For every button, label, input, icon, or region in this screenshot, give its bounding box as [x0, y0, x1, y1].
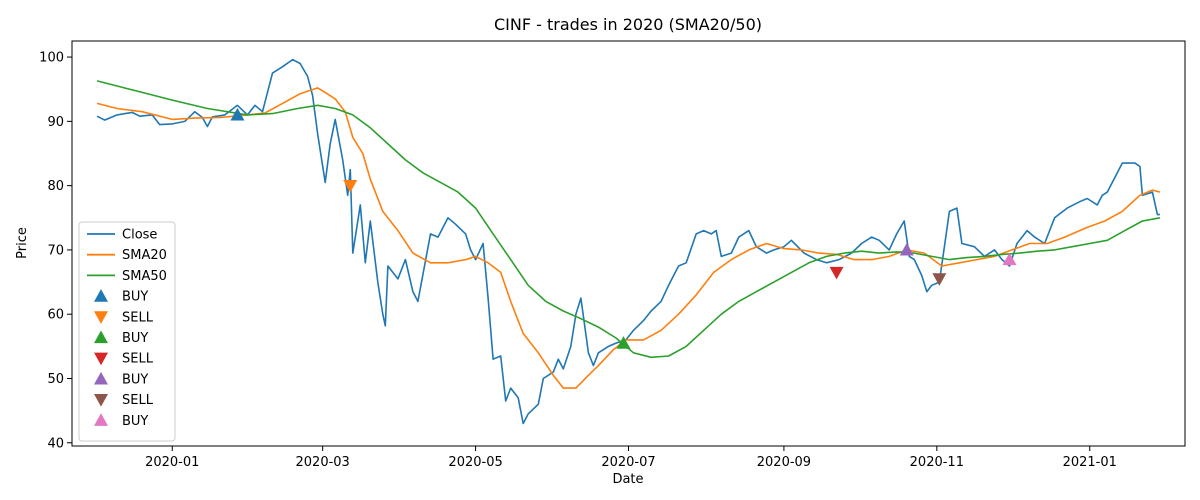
legend-label: SMA20 [122, 248, 167, 263]
x-axis-label: Date [612, 472, 643, 487]
legend-label: SELL [122, 352, 154, 367]
series-line-sma20 [96, 87, 1161, 389]
x-tick-label: 2020-01 [145, 455, 199, 470]
x-tick-label: 2020-05 [448, 455, 502, 470]
legend-label: BUY [122, 414, 148, 429]
legend-swatch-buy [94, 289, 108, 302]
y-tick-label: 90 [47, 115, 64, 130]
legend-label: BUY [122, 372, 148, 387]
x-tick-label: 2020-09 [757, 455, 811, 470]
trade-marker-sell-2 [343, 180, 358, 193]
plot-frame [71, 40, 1186, 447]
legend-box [78, 221, 176, 442]
series-line-close [96, 58, 1160, 425]
legend-swatch-sell [94, 394, 108, 407]
trade-marker-buy-7 [1002, 252, 1017, 266]
x-axis: 2020-01 2020-03 2020-05 2020-07 2020-09 2020-… [145, 446, 1117, 470]
y-tick-label: 50 [47, 372, 64, 387]
chart-title: CINF - trades in 2020 (SMA20/50) [494, 15, 762, 34]
x-tick-label: 2020-07 [601, 455, 655, 470]
legend-swatch-buy [94, 330, 108, 344]
legend-swatch-buy [94, 413, 108, 426]
y-axis: 40 50 60 70 80 90 100 [39, 51, 72, 451]
series-line-sma50 [96, 80, 1161, 359]
legend-label: Close [122, 228, 157, 243]
trade-marker-buy-1 [230, 107, 245, 121]
x-tick-label: 2020-11 [910, 455, 964, 470]
legend-label: SMA50 [122, 269, 167, 284]
legend-swatch-sell [94, 352, 108, 366]
y-tick-label: 40 [47, 436, 64, 451]
legend-label: SELL [122, 393, 154, 408]
y-tick-label: 60 [47, 308, 64, 323]
legend-swatch-sell [94, 311, 108, 324]
legend: Close SMA20 SMA50 BUY SELL BUY SELL BUY SELL BUY [78, 221, 176, 442]
trade-marker-sell-6 [932, 273, 947, 286]
trade-marker-sell-4 [829, 266, 844, 280]
legend-swatch-buy [94, 371, 108, 385]
y-axis-label: Price [15, 227, 30, 259]
y-tick-label: 80 [47, 179, 64, 194]
plot-layer [96, 58, 1161, 425]
y-tick-label: 70 [47, 243, 64, 258]
trade-marker-buy-3 [616, 336, 631, 349]
legend-label: BUY [122, 331, 148, 346]
x-tick-label: 2021-01 [1063, 455, 1117, 470]
trade-marker-buy-5 [899, 242, 914, 256]
x-tick-label: 2020-03 [296, 455, 350, 470]
y-tick-label: 100 [39, 51, 64, 66]
legend-label: SELL [122, 310, 154, 325]
legend-label: BUY [122, 290, 148, 305]
